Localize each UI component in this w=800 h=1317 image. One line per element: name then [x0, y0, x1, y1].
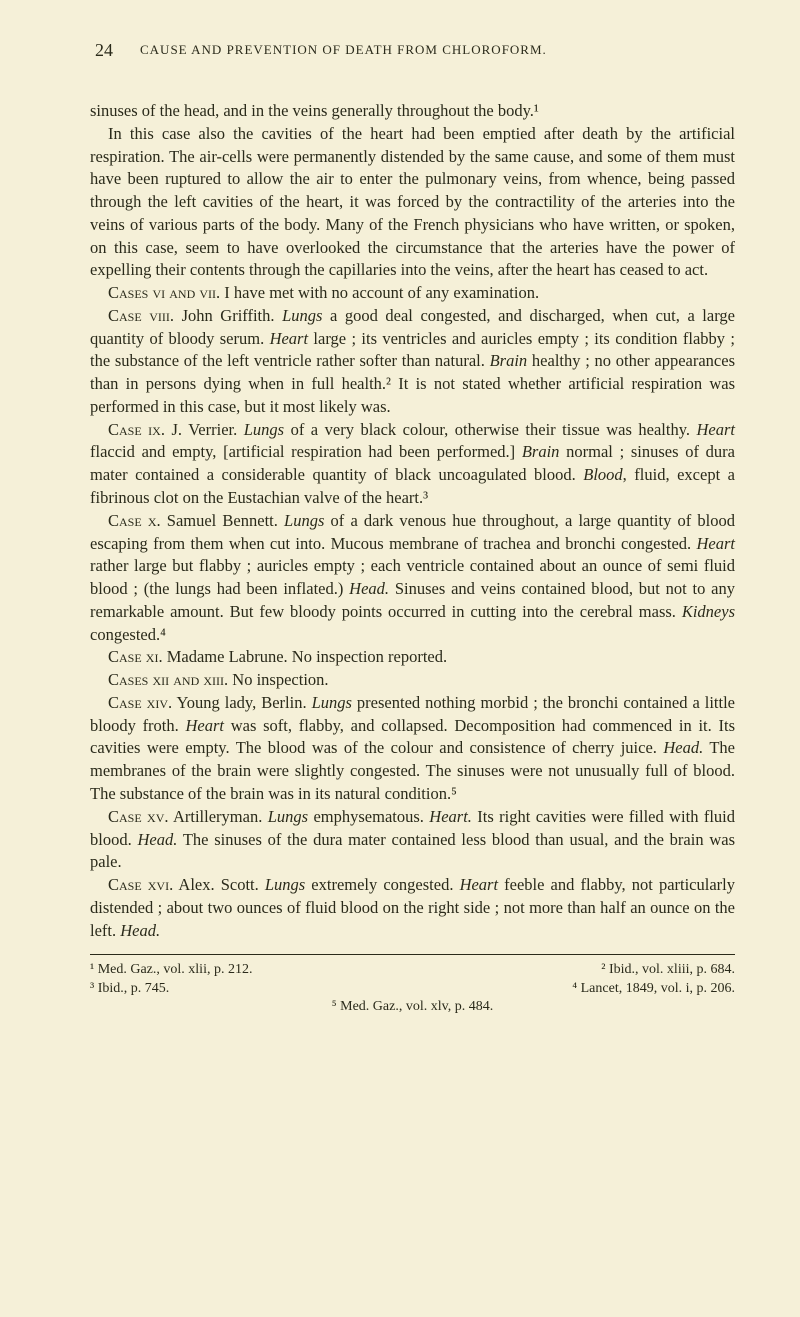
anatomy-term: Heart	[697, 534, 736, 553]
case-text: Alex. Scott.	[173, 875, 265, 894]
running-header: CAUSE AND PREVENTION OF DEATH FROM CHLOR…	[140, 42, 547, 58]
anatomy-term: Blood	[583, 465, 622, 484]
anatomy-term: Lungs	[284, 511, 324, 530]
footnote-2: ² Ibid., vol. xliii, p. 684.	[601, 961, 735, 979]
anatomy-term: Heart	[186, 716, 225, 735]
paragraph: In this case also the cavities of the he…	[90, 123, 735, 282]
anatomy-term: Heart	[460, 875, 499, 894]
anatomy-term: Head.	[137, 830, 177, 849]
case-label: Case x.	[108, 511, 161, 530]
case-text: J. Verrier.	[165, 420, 244, 439]
anatomy-term: Heart.	[429, 807, 472, 826]
page-content: sinuses of the head, and in the veins ge…	[90, 100, 735, 1016]
anatomy-term: Kidneys	[682, 602, 735, 621]
cases-xii-xiii: Cases xii and xiii. No inspection.	[90, 669, 735, 692]
case-xi: Case xi. Madame Labrune. No inspection r…	[90, 646, 735, 669]
case-xvi: Case xvi. Alex. Scott. Lungs extremely c…	[90, 874, 735, 942]
footnote-row: ¹ Med. Gaz., vol. xlii, p. 212. ² Ibid.,…	[90, 961, 735, 979]
case-text: I have met with no account of any examin…	[220, 283, 539, 302]
anatomy-term: Brain	[522, 442, 560, 461]
case-label: Case xvi.	[108, 875, 173, 894]
case-text: extremely congested.	[305, 875, 459, 894]
anatomy-term: Lungs	[265, 875, 305, 894]
anatomy-term: Head.	[663, 738, 703, 757]
case-x: Case x. Samuel Bennett. Lungs of a dark …	[90, 510, 735, 647]
case-vi-vii: Cases vi and vii. I have met with no acc…	[90, 282, 735, 305]
case-ix: Case ix. J. Verrier. Lungs of a very bla…	[90, 419, 735, 510]
case-text: congested.⁴	[90, 625, 166, 644]
case-label: Case xi.	[108, 647, 163, 666]
case-text: Samuel Bennett.	[161, 511, 284, 530]
case-label: Cases vi and vii.	[108, 283, 220, 302]
footnote-separator	[90, 954, 735, 955]
anatomy-term: Head.	[349, 579, 389, 598]
anatomy-term: Head.	[120, 921, 160, 940]
footnote-1: ¹ Med. Gaz., vol. xlii, p. 212.	[90, 961, 252, 979]
case-text: Madame Labrune. No inspection reported.	[163, 647, 448, 666]
case-viii: Case viii. John Griffith. Lungs a good d…	[90, 305, 735, 419]
case-label: Case xv.	[108, 807, 169, 826]
anatomy-term: Lungs	[282, 306, 322, 325]
case-label: Case viii.	[108, 306, 174, 325]
case-text: No inspection.	[228, 670, 328, 689]
anatomy-term: Lungs	[244, 420, 284, 439]
anatomy-term: Brain	[490, 351, 528, 370]
case-text: John Griffith.	[174, 306, 282, 325]
case-label: Cases xii and xiii.	[108, 670, 228, 689]
anatomy-term: Lungs	[268, 807, 308, 826]
case-label: Case xiv.	[108, 693, 172, 712]
anatomy-term: Heart	[697, 420, 736, 439]
case-text: of a very black colour, otherwise their …	[284, 420, 696, 439]
anatomy-term: Lungs	[312, 693, 352, 712]
case-xiv: Case xiv. Young lady, Berlin. Lungs pres…	[90, 692, 735, 806]
footnote-3: ³ Ibid., p. 745.	[90, 980, 169, 998]
page-number: 24	[95, 40, 113, 61]
case-text: flaccid and empty, [artificial respirati…	[90, 442, 522, 461]
case-text: The sinuses of the dura mater contained …	[90, 830, 735, 872]
footnotes: ¹ Med. Gaz., vol. xlii, p. 212. ² Ibid.,…	[90, 961, 735, 1016]
footnote-4: ⁴ Lancet, 1849, vol. i, p. 206.	[572, 980, 735, 998]
footnote-5: ⁵ Med. Gaz., vol. xlv, p. 484.	[90, 998, 735, 1016]
anatomy-term: Heart	[270, 329, 309, 348]
case-text: emphysematous.	[308, 807, 429, 826]
paragraph-continuation: sinuses of the head, and in the veins ge…	[90, 100, 735, 123]
case-text: Artilleryman.	[169, 807, 268, 826]
case-xv: Case xv. Artilleryman. Lungs emphysemato…	[90, 806, 735, 874]
case-text: Young lady, Berlin.	[172, 693, 311, 712]
footnote-row: ³ Ibid., p. 745. ⁴ Lancet, 1849, vol. i,…	[90, 980, 735, 998]
case-label: Case ix.	[108, 420, 165, 439]
